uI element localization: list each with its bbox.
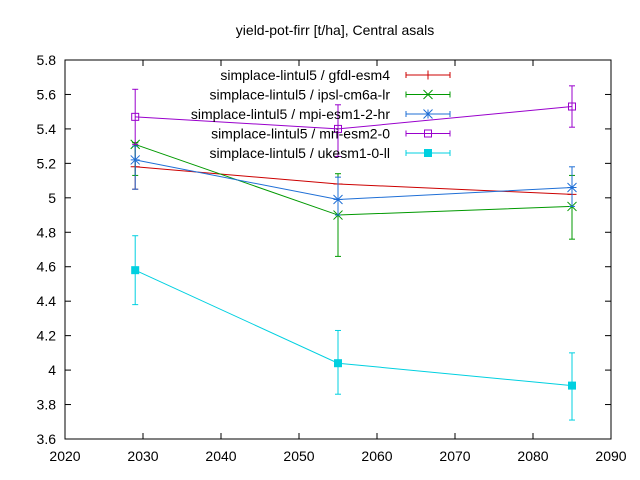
data-point <box>568 102 576 111</box>
legend-entry-2: simplace-lintul5 / mpi-esm1-2-hr <box>191 106 451 122</box>
y-tick-label: 4.4 <box>37 293 57 309</box>
series-line <box>135 166 573 195</box>
x-tick-label: 2030 <box>127 448 158 464</box>
legend-marker <box>424 129 432 138</box>
y-tick-label: 5 <box>48 190 56 206</box>
legend-label: simplace-lintul5 / ipsl-cm6a-lr <box>210 87 391 103</box>
data-point <box>333 194 343 205</box>
axes: 2020 2030 2040 2050 2060 2070 2080 2090 3.6 3.8 4 4… <box>37 52 627 464</box>
data-point <box>131 112 140 121</box>
data-point <box>334 124 342 133</box>
x-tick-label: 2040 <box>205 448 236 464</box>
y-tick-label: 5.8 <box>37 52 57 68</box>
x-tick-label: 2070 <box>439 448 470 464</box>
legend-entry-1: simplace-lintul5 / ipsl-cm6a-lr <box>210 87 451 103</box>
y-tick-label: 4.8 <box>37 224 57 240</box>
legend-entry-3: simplace-lintul5 / mri-esm2-0 <box>211 126 451 142</box>
y-tick-label: 4 <box>48 362 56 378</box>
chart-title: yield-pot-firr [t/ha], Central asals <box>236 22 434 38</box>
y-tick-label: 3.8 <box>37 397 57 413</box>
y-tick-label: 4.6 <box>37 259 57 275</box>
x-tick-label: 2090 <box>595 448 626 464</box>
data-point <box>334 359 342 368</box>
legend-label: simplace-lintul5 / mpi-esm1-2-hr <box>191 106 391 122</box>
legend-label: simplace-lintul5 / ukesm1-0-ll <box>209 145 390 161</box>
x-tick-label: 2020 <box>49 448 80 464</box>
y-tick-label: 5.6 <box>37 86 57 102</box>
data-point <box>567 182 577 193</box>
y-tick-label: 4.2 <box>37 328 57 344</box>
y-tick-label: 5.4 <box>37 121 57 137</box>
legend-marker <box>423 70 433 80</box>
data-point <box>131 266 140 275</box>
series-2 <box>130 145 577 216</box>
data-point <box>130 155 141 165</box>
x-tick-label: 2060 <box>361 448 392 464</box>
legend-marker <box>424 149 432 157</box>
legend: simplace-lintul5 / gfdl-esm4 simplace-lin… <box>191 67 451 161</box>
legend-marker <box>423 89 433 100</box>
y-tick-label: 5.2 <box>37 155 57 171</box>
legend-entry-4: simplace-lintul5 / ukesm1-0-ll <box>209 145 451 161</box>
y-tick-label: 3.6 <box>37 431 57 447</box>
series-4 <box>131 235 576 421</box>
series-layer <box>130 85 577 421</box>
series-line <box>134 269 573 387</box>
legend-entry-0: simplace-lintul5 / gfdl-esm4 <box>220 67 451 83</box>
legend-label: simplace-lintul5 / mri-esm2-0 <box>211 126 390 142</box>
legend-marker <box>423 109 433 119</box>
x-tick-label: 2050 <box>283 448 314 464</box>
plot-frame <box>64 59 612 440</box>
data-point <box>568 381 576 390</box>
legend-label: simplace-lintul5 / gfdl-esm4 <box>220 67 390 83</box>
x-tick-label: 2080 <box>517 448 548 464</box>
series-3 <box>131 85 576 157</box>
series-line <box>135 159 573 201</box>
